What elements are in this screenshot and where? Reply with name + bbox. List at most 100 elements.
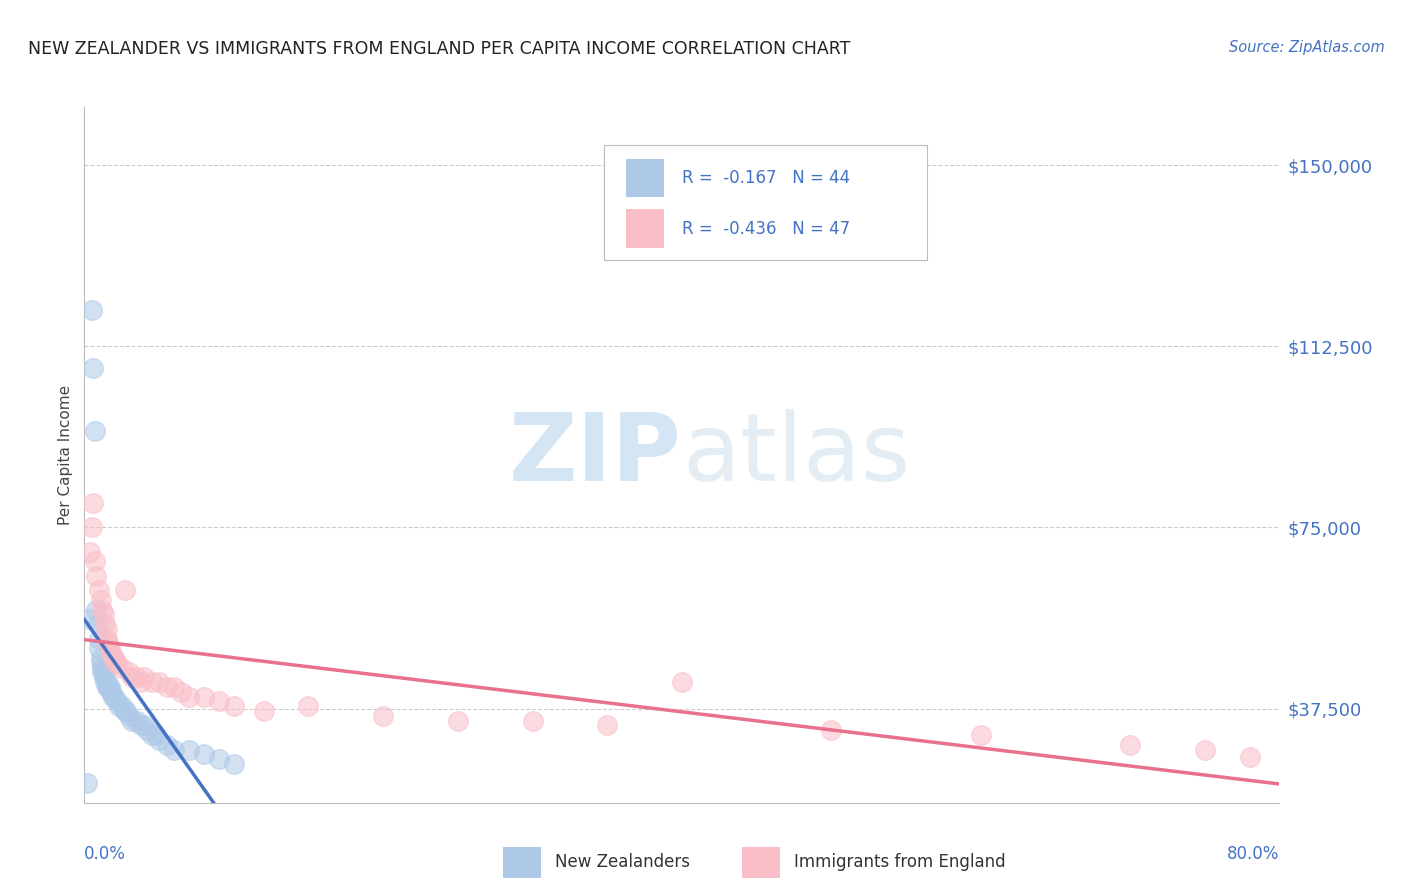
- Point: [671, 675, 693, 690]
- Point: [297, 699, 319, 714]
- Point: [105, 656, 128, 670]
- Point: [163, 680, 186, 694]
- Point: [98, 641, 121, 656]
- Point: [193, 690, 215, 704]
- Point: [136, 723, 159, 738]
- Bar: [626, 159, 664, 197]
- Bar: [742, 847, 780, 878]
- Text: 80.0%: 80.0%: [1227, 845, 1279, 863]
- Point: [1194, 742, 1216, 756]
- Point: [111, 660, 134, 674]
- Text: ZIP: ZIP: [509, 409, 682, 501]
- Point: [148, 733, 170, 747]
- Point: [253, 704, 276, 718]
- Bar: [503, 847, 541, 878]
- Point: [193, 747, 215, 762]
- Point: [177, 690, 200, 704]
- Point: [107, 699, 129, 714]
- Point: [596, 718, 619, 732]
- Point: [208, 752, 231, 766]
- Point: [118, 665, 141, 680]
- Point: [129, 718, 152, 732]
- Point: [93, 670, 115, 684]
- Point: [82, 496, 104, 510]
- Point: [89, 641, 111, 656]
- Point: [141, 675, 163, 690]
- Point: [94, 617, 117, 632]
- Point: [522, 714, 544, 728]
- Text: Source: ZipAtlas.com: Source: ZipAtlas.com: [1229, 40, 1385, 55]
- Point: [114, 704, 136, 718]
- Point: [79, 544, 101, 558]
- Y-axis label: Per Capita Income: Per Capita Income: [58, 384, 73, 525]
- Point: [125, 670, 148, 684]
- Point: [103, 651, 125, 665]
- Point: [96, 632, 118, 646]
- Point: [77, 612, 100, 626]
- Point: [101, 651, 124, 665]
- Point: [76, 776, 98, 790]
- Point: [155, 680, 177, 694]
- Text: NEW ZEALANDER VS IMMIGRANTS FROM ENGLAND PER CAPITA INCOME CORRELATION CHART: NEW ZEALANDER VS IMMIGRANTS FROM ENGLAND…: [28, 40, 851, 58]
- Text: Immigrants from England: Immigrants from England: [794, 853, 1005, 871]
- Point: [447, 714, 470, 728]
- Point: [163, 742, 186, 756]
- Point: [1119, 738, 1142, 752]
- Point: [86, 568, 108, 582]
- Point: [170, 684, 193, 698]
- Point: [148, 675, 170, 690]
- Point: [80, 303, 103, 318]
- Point: [111, 699, 134, 714]
- Text: R =  -0.167   N = 44: R = -0.167 N = 44: [682, 169, 851, 187]
- Point: [98, 680, 121, 694]
- Point: [222, 757, 245, 772]
- Point: [121, 670, 143, 684]
- Point: [115, 704, 138, 718]
- Point: [82, 361, 104, 376]
- Point: [155, 738, 177, 752]
- Point: [91, 665, 114, 680]
- Point: [89, 583, 111, 598]
- Point: [96, 622, 118, 636]
- Point: [177, 742, 200, 756]
- Bar: [626, 210, 664, 248]
- Point: [97, 636, 120, 650]
- Point: [91, 660, 114, 674]
- Text: R =  -0.436   N = 47: R = -0.436 N = 47: [682, 219, 851, 238]
- Text: New Zealanders: New Zealanders: [555, 853, 690, 871]
- Point: [129, 675, 152, 690]
- Point: [93, 607, 115, 622]
- Point: [100, 646, 122, 660]
- Point: [91, 602, 114, 616]
- Point: [1239, 750, 1261, 764]
- Point: [970, 728, 993, 742]
- Point: [83, 424, 105, 438]
- Point: [132, 718, 156, 732]
- Point: [105, 694, 128, 708]
- Point: [87, 617, 110, 632]
- Point: [100, 684, 122, 698]
- Point: [145, 728, 167, 742]
- Point: [101, 690, 124, 704]
- Point: [97, 680, 120, 694]
- Point: [96, 680, 118, 694]
- Point: [103, 690, 125, 704]
- Point: [90, 656, 112, 670]
- Point: [90, 592, 112, 607]
- Text: atlas: atlas: [682, 409, 910, 501]
- Point: [89, 632, 111, 646]
- Point: [121, 714, 143, 728]
- Point: [820, 723, 842, 738]
- Point: [118, 708, 141, 723]
- FancyBboxPatch shape: [605, 145, 927, 260]
- Point: [104, 656, 127, 670]
- Point: [125, 714, 148, 728]
- Point: [93, 665, 115, 680]
- Point: [94, 675, 117, 690]
- Point: [80, 520, 103, 534]
- Point: [96, 675, 118, 690]
- Text: 0.0%: 0.0%: [84, 845, 127, 863]
- Point: [373, 708, 395, 723]
- Point: [100, 684, 122, 698]
- Point: [141, 728, 163, 742]
